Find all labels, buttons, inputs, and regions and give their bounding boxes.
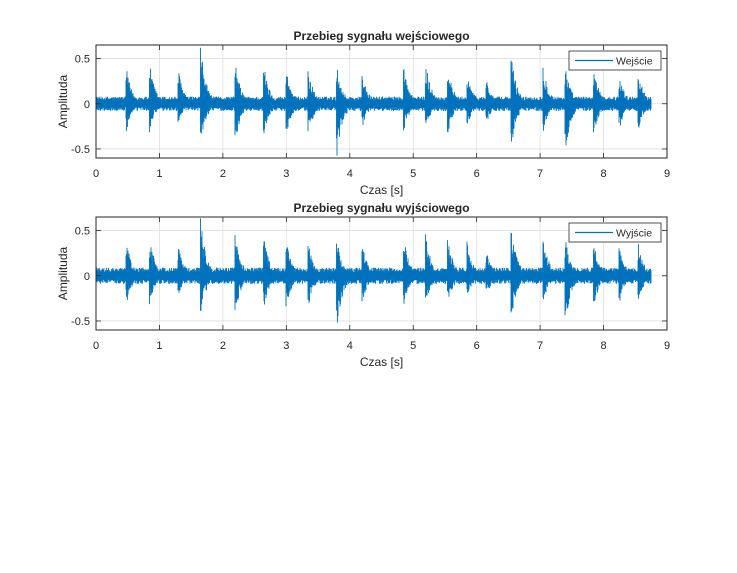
signal-plot: [96, 218, 652, 323]
x-tick-label: 6: [474, 340, 480, 352]
y-tick-label: 0.5: [75, 54, 90, 66]
y-tick-label: 0.5: [75, 226, 90, 238]
x-tick-label: 5: [410, 168, 416, 180]
x-tick-label: 8: [600, 168, 606, 180]
axes-box: [95, 44, 668, 159]
x-tick-label: 1: [156, 340, 162, 352]
x-tick-label: 9: [664, 340, 670, 352]
x-tick-label: 1: [156, 168, 162, 180]
x-tick-label: 2: [220, 168, 226, 180]
x-tick-label: 0: [93, 168, 99, 180]
x-tick-label: 4: [347, 340, 353, 352]
signal-line: [96, 218, 652, 323]
y-axis-label: Amplituda: [56, 247, 70, 301]
y-tick-label: 0: [84, 99, 90, 111]
x-tick-label: 9: [664, 168, 670, 180]
subplot-title: Przebieg sygnału wyjściowego: [293, 201, 469, 215]
x-tick-label: 7: [537, 168, 543, 180]
x-tick-label: 4: [347, 168, 353, 180]
legend[interactable]: Wyjście: [568, 222, 662, 243]
x-axis-label: Czas [s]: [360, 183, 403, 197]
signal-line: [96, 47, 652, 156]
y-tick-label: -0.5: [71, 316, 90, 328]
x-tick-label: 7: [537, 340, 543, 352]
y-axis-label: Amplituda: [56, 75, 70, 129]
legend[interactable]: Wejście: [568, 50, 662, 71]
legend-box: [568, 222, 662, 243]
x-tick-label: 2: [220, 340, 226, 352]
ticks: 0 1 2 3 4 5 6 7 8 9-0.500.5: [71, 217, 670, 352]
y-tick-label: 0: [84, 271, 90, 283]
signal-plot: [96, 47, 652, 156]
axes-box: [95, 216, 668, 331]
x-tick-label: 6: [474, 168, 480, 180]
legend-label: Wejście: [616, 56, 653, 68]
subplot-output: Przebieg sygnału wyjściowego 0 1 2 3 4 5 6 7 8 9 -…: [56, 201, 670, 369]
x-tick-label: 8: [600, 340, 606, 352]
x-tick-label: 3: [283, 340, 289, 352]
ticks: 0 1 2 3 4 5 6 7 8 9-0.500.5: [71, 45, 670, 180]
legend-label: Wyjście: [616, 228, 652, 240]
x-tick-label: 0: [93, 340, 99, 352]
y-tick-label: -0.5: [71, 144, 90, 156]
x-tick-label: 5: [410, 340, 416, 352]
subplot-input: Przebieg sygnału wejściowego 0 1 2 3 4 5 6 7 8 9 -…: [56, 29, 670, 197]
x-axis-label: Czas [s]: [360, 355, 403, 369]
x-tick-label: 3: [283, 168, 289, 180]
legend-box: [568, 50, 662, 71]
subplot-title: Przebieg sygnału wejściowego: [293, 29, 469, 43]
